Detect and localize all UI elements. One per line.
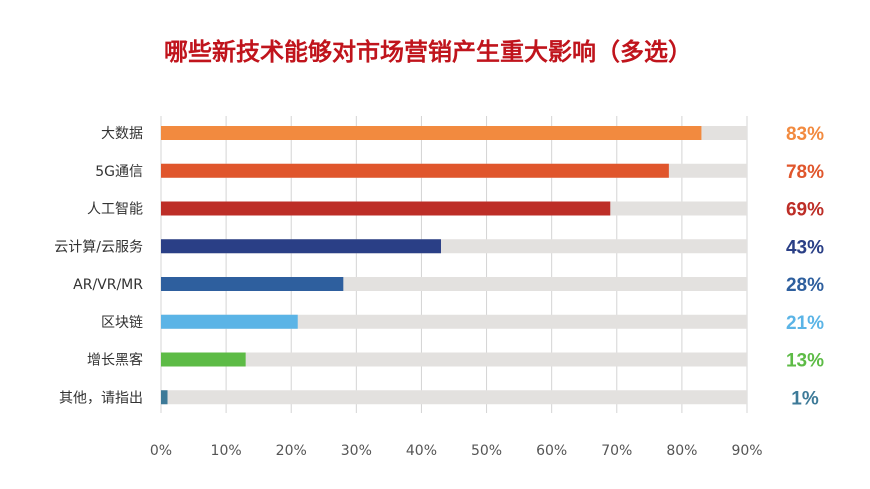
value-label: 28% (786, 275, 824, 296)
bars (161, 126, 747, 405)
chart-title: 哪些新技术能够对市场营销产生重大影响（多选） (164, 38, 692, 66)
x-tick-label: 90% (731, 443, 762, 459)
bar (161, 314, 298, 329)
value-labels: 83% 78% 69% 43% 28% 21% 13% 1% (786, 124, 824, 409)
bar-track (161, 352, 747, 367)
bar (161, 390, 168, 405)
x-tick-label: 0% (150, 443, 172, 459)
value-label: 43% (786, 237, 824, 258)
category-label: 增长黑客 (87, 352, 143, 369)
x-tick-label: 80% (666, 443, 697, 459)
x-tick-label: 60% (536, 443, 567, 459)
x-tick-label: 50% (471, 443, 502, 459)
gridlines (160, 116, 748, 413)
bar (161, 239, 441, 254)
bar-track (161, 314, 747, 329)
bar (161, 201, 611, 216)
category-label: 人工智能 (87, 202, 143, 218)
x-tick-label: 40% (406, 443, 437, 459)
x-axis-ticks: 0% 10% 20% 30% 40% 50% 60% 70% 80% 90% (150, 443, 763, 459)
x-tick-label: 10% (211, 443, 242, 459)
x-tick-label: 70% (601, 443, 632, 459)
bar (161, 163, 669, 178)
value-label: 83% (786, 124, 824, 145)
category-label: 其他，请指出 (59, 390, 143, 406)
category-label: 大数据 (101, 126, 143, 142)
value-label: 21% (786, 313, 824, 334)
category-label: 云计算/云服务 (54, 239, 143, 255)
bar (161, 277, 344, 291)
bar (161, 126, 702, 140)
value-label: 1% (791, 388, 819, 409)
bar-track (161, 390, 747, 405)
value-label: 78% (786, 162, 824, 183)
value-label: 13% (786, 351, 824, 372)
x-tick-label: 20% (276, 443, 307, 459)
category-label: 区块链 (101, 315, 143, 331)
value-label: 69% (786, 200, 824, 221)
category-label: AR/VR/MR (73, 277, 143, 293)
x-tick-label: 30% (341, 443, 372, 459)
category-label: 5G通信 (95, 164, 143, 180)
bar (161, 352, 246, 367)
